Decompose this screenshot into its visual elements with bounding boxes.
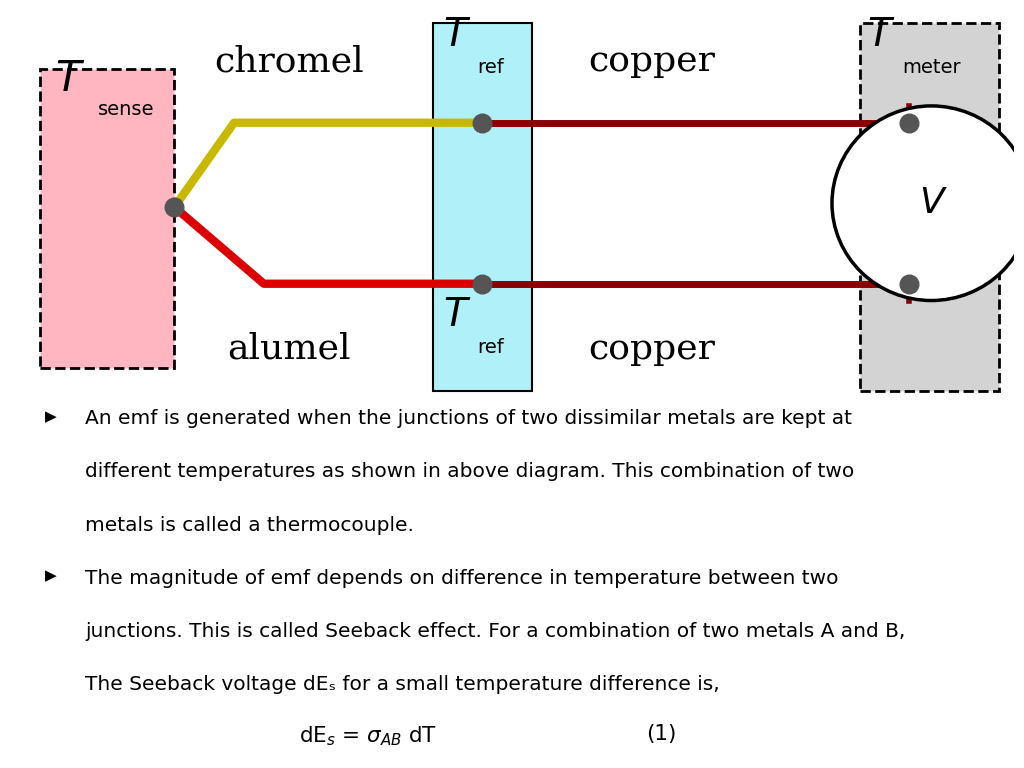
Text: ▶: ▶ [45, 409, 57, 425]
Point [166, 201, 182, 214]
Text: chromel: chromel [214, 45, 364, 78]
Text: copper: copper [588, 45, 715, 78]
Bar [860, 23, 998, 391]
Text: metals is called a thermocouple.: metals is called a thermocouple. [85, 515, 414, 535]
Text: dE$_s$ = $\sigma_{AB}$ dT: dE$_s$ = $\sigma_{AB}$ dT [299, 724, 437, 748]
Text: V: V [919, 186, 944, 220]
Point [901, 277, 918, 290]
Text: sense: sense [98, 100, 155, 119]
Ellipse shape [831, 106, 1024, 300]
Text: ref: ref [477, 338, 504, 356]
Text: $T$: $T$ [442, 17, 471, 54]
Text: ref: ref [477, 58, 504, 77]
Text: different temperatures as shown in above diagram. This combination of two: different temperatures as shown in above… [85, 462, 854, 482]
Text: $T$: $T$ [442, 296, 471, 333]
Text: copper: copper [588, 332, 715, 366]
Text: $T$: $T$ [866, 17, 895, 54]
Text: alumel: alumel [227, 332, 350, 366]
Text: junctions. This is called Seeback effect. For a combination of two metals A and : junctions. This is called Seeback effect… [85, 622, 905, 641]
Text: $T$: $T$ [55, 58, 85, 100]
Text: The magnitude of emf depends on difference in temperature between two: The magnitude of emf depends on differen… [85, 568, 839, 588]
Text: meter: meter [902, 58, 962, 77]
Bar [433, 23, 532, 391]
Point [474, 117, 490, 129]
Text: The Seeback voltage dEₛ for a small temperature difference is,: The Seeback voltage dEₛ for a small temp… [85, 675, 720, 694]
Text: ▶: ▶ [45, 568, 57, 584]
Point [474, 277, 490, 290]
Text: (1): (1) [646, 724, 677, 744]
Point [901, 117, 918, 129]
Bar [40, 69, 174, 368]
Text: An emf is generated when the junctions of two dissimilar metals are kept at: An emf is generated when the junctions o… [85, 409, 852, 429]
